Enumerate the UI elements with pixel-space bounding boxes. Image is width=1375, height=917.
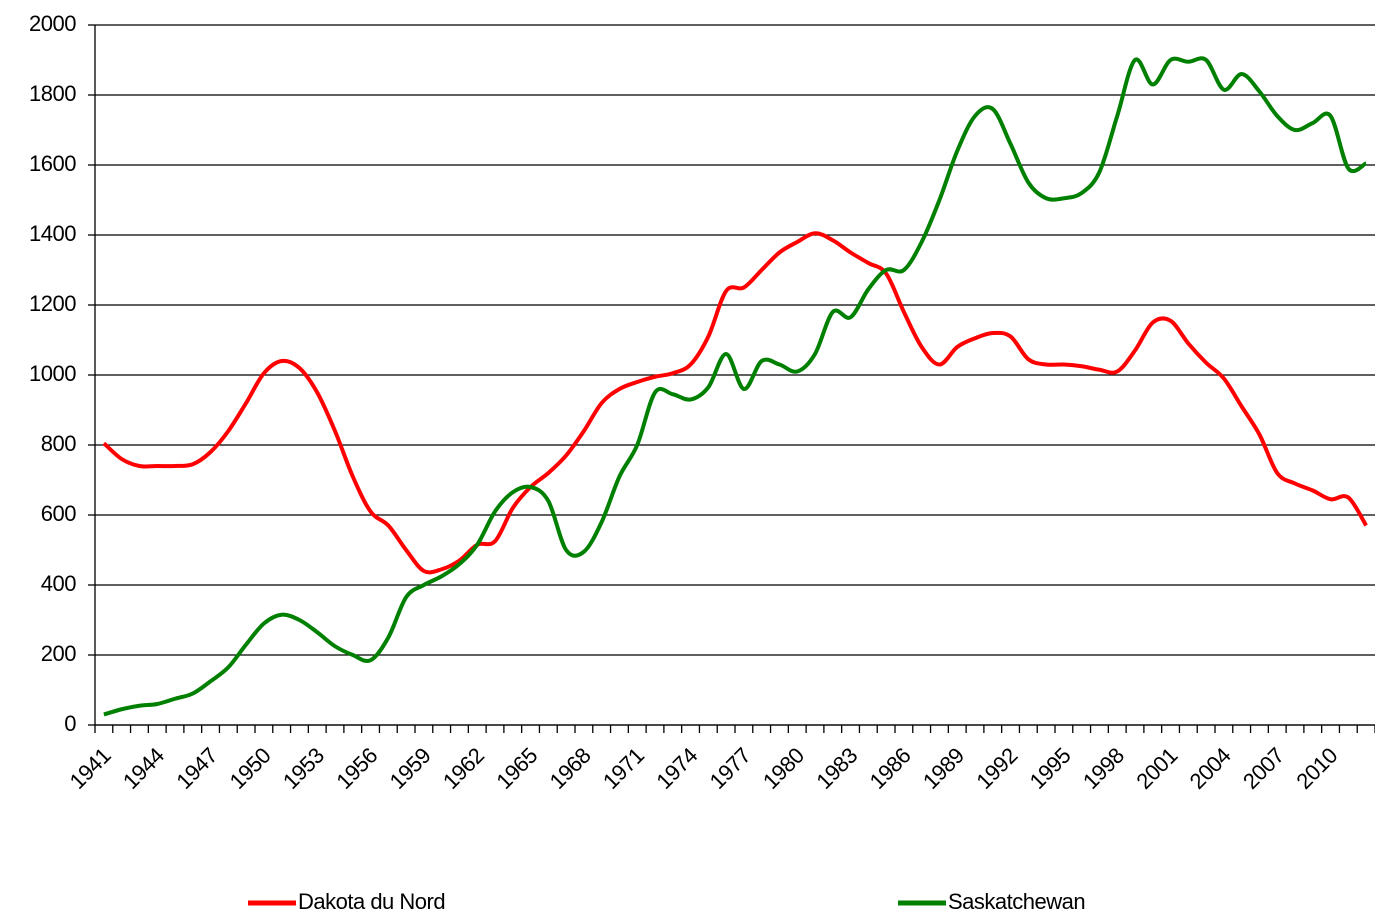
y-tick-label: 2000 (29, 11, 76, 36)
series-line (102, 231, 1368, 575)
y-tick-label: 0 (64, 711, 76, 736)
x-tick-label: 1986 (865, 743, 916, 794)
x-tick-label: 1953 (278, 743, 329, 794)
x-tick-label: 1962 (438, 743, 489, 794)
x-tick-label: 1992 (971, 743, 1022, 794)
x-tick-label: 1941 (65, 743, 116, 794)
x-tick-label: 2001 (1131, 743, 1182, 794)
x-tick-label: 1965 (491, 743, 542, 794)
x-tick-label: 1983 (811, 743, 862, 794)
y-tick-label: 600 (41, 501, 76, 526)
x-tick-label: 1968 (545, 743, 596, 794)
x-tick-label: 1944 (118, 743, 169, 794)
x-tick-label: 1971 (598, 743, 649, 794)
y-tick-label: 800 (41, 431, 76, 456)
x-tick-label: 2004 (1185, 743, 1236, 794)
legend-label: Dakota du Nord (298, 889, 445, 914)
series-line (103, 56, 1368, 717)
x-tick-label: 2010 (1291, 743, 1342, 794)
x-tick-label: 1998 (1078, 743, 1129, 794)
y-tick-label: 1800 (29, 81, 76, 106)
legend-label: Saskatchewan (948, 889, 1085, 914)
x-tick-label: 1989 (918, 743, 969, 794)
y-tick-label: 1600 (29, 151, 76, 176)
x-tick-label: 1959 (385, 743, 436, 794)
x-tick-label: 1980 (758, 743, 809, 794)
y-tick-label: 400 (41, 571, 76, 596)
x-tick-label: 1995 (1025, 743, 1076, 794)
y-tick-label: 1000 (29, 361, 76, 386)
x-tick-label: 1974 (651, 743, 702, 794)
x-tick-label: 1956 (331, 743, 382, 794)
y-tick-label: 1200 (29, 291, 76, 316)
y-tick-label: 1400 (29, 221, 76, 246)
x-tick-label: 1950 (225, 743, 276, 794)
x-tick-label: 1977 (705, 743, 756, 794)
x-tick-label: 1947 (171, 743, 222, 794)
y-tick-label: 200 (41, 641, 76, 666)
x-tick-label: 2007 (1238, 743, 1289, 794)
